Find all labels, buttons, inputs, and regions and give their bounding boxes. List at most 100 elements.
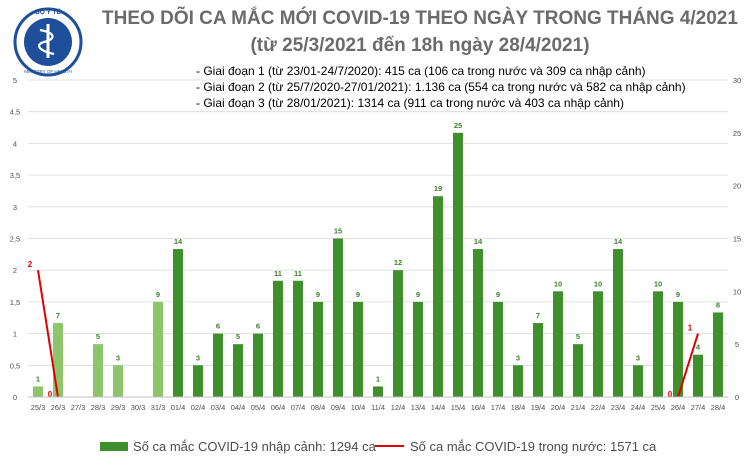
right-axis: 0 5 10 15 20 25 30: [733, 76, 741, 402]
bar-value-label: 9: [676, 290, 680, 299]
line-value-label: 2: [28, 260, 33, 269]
bar: [53, 323, 63, 397]
x-tick-label: 09/4: [331, 403, 346, 412]
bar-value-label: 1: [376, 374, 380, 383]
bar-value-label: 6: [216, 322, 220, 331]
line-segment: [37, 270, 59, 398]
bar: [633, 365, 643, 397]
x-tick-label: 11/4: [371, 403, 385, 412]
bar-value-label: 14: [474, 237, 483, 246]
left-axis: 0 0,5 1 1,5 2 2,5 3 3,5 4 4,5 5: [10, 76, 20, 402]
x-tick-label: 19/4: [531, 403, 546, 412]
x-tick-label: 02/4: [191, 403, 206, 412]
line-value-label: 0: [668, 390, 673, 399]
bar-value-label: 8: [716, 300, 720, 309]
bar-value-label: 10: [654, 279, 662, 288]
bar-value-label: 9: [156, 290, 160, 299]
bar-value-label: 25: [454, 121, 462, 130]
bar: [333, 238, 343, 397]
x-tick-label: 16/4: [471, 403, 486, 412]
bar: [673, 301, 683, 397]
right-tick-label: 5: [735, 340, 739, 349]
bar: [33, 386, 43, 397]
left-tick-label: 3: [13, 203, 17, 212]
chart-title: THEO DÕI CA MẮC MỚI COVID-19 THEO NGÀY T…: [102, 7, 738, 29]
bar: [213, 333, 223, 397]
bar: [533, 323, 543, 397]
bar-value-label: 19: [434, 184, 442, 193]
legend-bar-label: Số ca mắc COVID-19 nhập cảnh: 1294 ca: [133, 439, 377, 454]
bar: [153, 301, 163, 397]
x-tick-label: 22/4: [591, 403, 606, 412]
note-phase-3: - Giai đoạn 3 (từ 28/01/2021): 1314 ca (…: [196, 96, 624, 110]
left-tick-label: 3,5: [10, 171, 20, 180]
bar: [493, 301, 503, 397]
bar-value-label: 4: [696, 343, 701, 352]
bar: [693, 354, 703, 397]
x-tick-label: 27/4: [691, 403, 706, 412]
legend: Số ca mắc COVID-19 nhập cảnh: 1294 ca Số…: [100, 439, 657, 454]
bar-value-label: 9: [356, 290, 360, 299]
bar: [653, 291, 663, 397]
bar: [233, 344, 243, 397]
x-tick-label: 15/4: [451, 403, 466, 412]
legend-bar-swatch: [100, 442, 128, 451]
left-tick-label: 2: [13, 266, 17, 275]
right-tick-label: 10: [733, 287, 741, 296]
bar: [253, 333, 263, 397]
bar: [193, 365, 203, 397]
x-tick-label: 04/4: [231, 403, 246, 412]
bar: [433, 196, 443, 397]
x-tick-label: 05/4: [251, 403, 266, 412]
bar: [313, 301, 323, 397]
x-tick-label: 26/3: [51, 403, 66, 412]
line-series: 20 01: [28, 260, 699, 399]
x-tick-label: 17/4: [491, 403, 506, 412]
bar-value-label: 10: [554, 279, 562, 288]
x-tick-label: 12/4: [391, 403, 406, 412]
right-tick-label: 15: [733, 235, 741, 244]
bar: [513, 365, 523, 397]
x-tick-label: 01/4: [171, 403, 186, 412]
x-tick-label: 28/3: [91, 403, 106, 412]
bar-value-label: 11: [274, 269, 282, 278]
left-tick-label: 1,5: [10, 298, 20, 307]
bar: [713, 312, 723, 397]
legend-line-label: Số ca mắc COVID-19 trong nước: 1571 ca: [410, 439, 657, 454]
line-segment: [677, 333, 699, 398]
bar: [293, 280, 303, 397]
bar-value-label: 7: [536, 311, 540, 320]
bar: [613, 249, 623, 397]
left-tick-label: 2,5: [10, 235, 20, 244]
bar-value-label: 15: [334, 227, 342, 236]
x-tick-label: 25/3: [31, 403, 46, 412]
x-tick-label: 13/4: [411, 403, 426, 412]
x-tick-label: 08/4: [311, 403, 326, 412]
bar-value-label: 3: [196, 353, 200, 362]
x-tick-label: 30/3: [131, 403, 146, 412]
x-tick-label: 18/4: [511, 403, 526, 412]
bar: [593, 291, 603, 397]
x-axis: 25/3 26/3 27/3 28/3 29/3 30/3 31/3 01/4 02/4 03/4…: [28, 396, 728, 412]
bar-value-label: 3: [516, 353, 520, 362]
bar: [173, 249, 183, 397]
logo-text-bottom: MINISTRY OF HEALTH: [24, 69, 72, 74]
x-tick-label: 24/4: [631, 403, 646, 412]
bar-value-label: 7: [56, 311, 60, 320]
bar-value-label: 9: [416, 290, 420, 299]
right-tick-label: 0: [735, 393, 739, 402]
note-phase-1: - Giai đoạn 1 (từ 23/01-24/7/2020): 415 …: [196, 64, 646, 78]
bar-value-label: 14: [614, 237, 623, 246]
x-tick-label: 29/3: [111, 403, 126, 412]
ministry-logo: BỘ Y TẾ MINISTRY OF HEALTH: [13, 6, 83, 77]
bar-value-label: 6: [256, 322, 260, 331]
note-phase-2: - Giai đoạn 2 (từ 25/7/2020-27/01/2021):…: [196, 80, 686, 94]
bar: [93, 344, 103, 397]
bar-value-label: 5: [236, 332, 240, 341]
x-tick-label: 14/4: [431, 403, 446, 412]
left-tick-label: 0,5: [10, 361, 20, 370]
bar-value-label: 5: [96, 332, 100, 341]
line-value-label: 1: [688, 324, 693, 333]
bar: [353, 301, 363, 397]
